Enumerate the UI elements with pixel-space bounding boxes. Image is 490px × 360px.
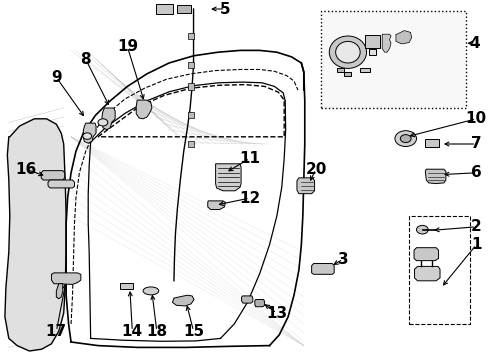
FancyBboxPatch shape bbox=[188, 141, 194, 147]
Ellipse shape bbox=[143, 287, 159, 295]
FancyBboxPatch shape bbox=[321, 11, 465, 108]
Polygon shape bbox=[102, 108, 115, 130]
Text: 11: 11 bbox=[240, 151, 260, 166]
Polygon shape bbox=[83, 123, 96, 143]
Circle shape bbox=[98, 119, 108, 126]
FancyBboxPatch shape bbox=[344, 72, 351, 76]
Text: 12: 12 bbox=[239, 190, 261, 206]
Text: 20: 20 bbox=[305, 162, 327, 177]
FancyBboxPatch shape bbox=[121, 283, 132, 289]
Circle shape bbox=[395, 131, 416, 147]
Polygon shape bbox=[297, 178, 315, 194]
Text: 6: 6 bbox=[471, 165, 482, 180]
FancyBboxPatch shape bbox=[360, 68, 370, 72]
FancyBboxPatch shape bbox=[188, 33, 194, 39]
Text: 4: 4 bbox=[469, 36, 480, 51]
Text: 8: 8 bbox=[80, 52, 91, 67]
Polygon shape bbox=[255, 300, 265, 307]
Polygon shape bbox=[51, 273, 81, 284]
Text: 14: 14 bbox=[122, 324, 143, 339]
Polygon shape bbox=[312, 264, 334, 274]
Polygon shape bbox=[208, 201, 225, 210]
Ellipse shape bbox=[329, 36, 367, 68]
Polygon shape bbox=[48, 180, 74, 188]
Text: 10: 10 bbox=[466, 111, 487, 126]
FancyBboxPatch shape bbox=[188, 83, 194, 90]
Text: 19: 19 bbox=[117, 39, 138, 54]
FancyBboxPatch shape bbox=[188, 112, 194, 118]
Text: 13: 13 bbox=[266, 306, 288, 321]
Polygon shape bbox=[5, 119, 66, 351]
Polygon shape bbox=[425, 169, 446, 184]
Polygon shape bbox=[415, 266, 440, 281]
Polygon shape bbox=[172, 295, 194, 306]
Polygon shape bbox=[136, 100, 152, 119]
Text: 3: 3 bbox=[338, 252, 348, 267]
Polygon shape bbox=[56, 284, 63, 299]
Circle shape bbox=[400, 135, 411, 143]
FancyBboxPatch shape bbox=[188, 62, 194, 68]
Polygon shape bbox=[414, 248, 439, 261]
Text: 1: 1 bbox=[471, 237, 482, 252]
Text: 16: 16 bbox=[15, 162, 36, 177]
FancyBboxPatch shape bbox=[425, 139, 439, 147]
FancyBboxPatch shape bbox=[177, 5, 191, 13]
Text: 7: 7 bbox=[471, 136, 482, 152]
Polygon shape bbox=[216, 164, 241, 191]
Text: 2: 2 bbox=[471, 219, 482, 234]
Text: 17: 17 bbox=[46, 324, 67, 339]
FancyBboxPatch shape bbox=[337, 68, 344, 72]
Circle shape bbox=[416, 225, 428, 234]
Circle shape bbox=[83, 133, 92, 139]
FancyBboxPatch shape bbox=[369, 49, 376, 55]
Text: 18: 18 bbox=[146, 324, 168, 339]
Text: 9: 9 bbox=[51, 70, 62, 85]
Polygon shape bbox=[41, 171, 65, 180]
FancyBboxPatch shape bbox=[156, 4, 173, 14]
Text: 15: 15 bbox=[183, 324, 204, 339]
Polygon shape bbox=[396, 31, 412, 44]
Text: 5: 5 bbox=[220, 1, 231, 17]
Polygon shape bbox=[242, 296, 253, 303]
FancyBboxPatch shape bbox=[365, 35, 380, 48]
Ellipse shape bbox=[336, 41, 360, 63]
Polygon shape bbox=[382, 34, 391, 52]
